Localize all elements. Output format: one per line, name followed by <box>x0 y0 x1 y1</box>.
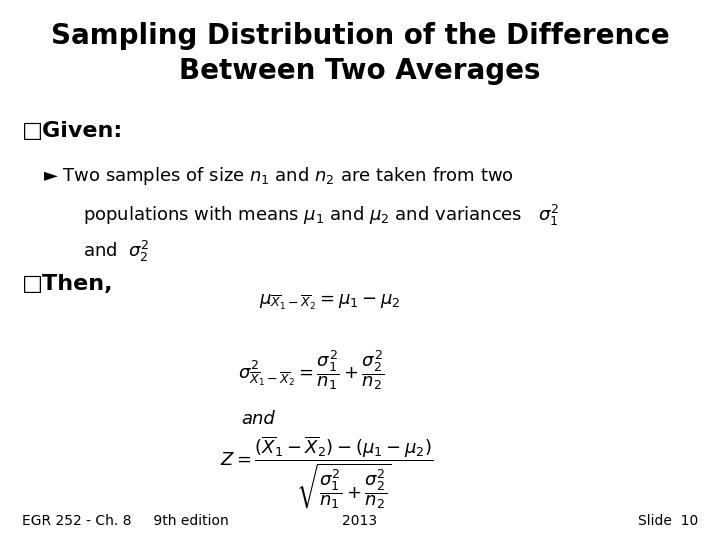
Text: □Given:: □Given: <box>22 122 123 141</box>
Text: Sampling Distribution of the Difference
Between Two Averages: Sampling Distribution of the Difference … <box>50 22 670 85</box>
Text: EGR 252 - Ch. 8     9th edition: EGR 252 - Ch. 8 9th edition <box>22 514 228 528</box>
Text: populations with means $\mu_1$ and $\mu_2$ and variances   $\sigma_1^2$: populations with means $\mu_1$ and $\mu_… <box>83 202 559 227</box>
Text: ► Two samples of size $n_1$ and $n_2$ are taken from two: ► Two samples of size $n_1$ and $n_2$ ar… <box>43 165 514 187</box>
Text: Slide  10: Slide 10 <box>638 514 698 528</box>
Text: and: and <box>241 410 275 428</box>
Text: □Then,: □Then, <box>22 274 113 294</box>
Text: $\sigma^2_{\overline{X}_1 - \overline{X}_2} = \dfrac{\sigma_1^2}{n_1} + \dfrac{\: $\sigma^2_{\overline{X}_1 - \overline{X}… <box>238 348 384 392</box>
Text: and  $\sigma_2^2$: and $\sigma_2^2$ <box>83 239 149 264</box>
Text: $\mu_{\overline{X}_1 - \overline{X}_2} = \mu_1 - \mu_2$: $\mu_{\overline{X}_1 - \overline{X}_2} =… <box>259 293 400 312</box>
Text: 2013: 2013 <box>343 514 377 528</box>
Text: $Z = \dfrac{(\overline{X}_1 - \overline{X}_2) - (\mu_1 - \mu_2)}{\sqrt{\dfrac{\s: $Z = \dfrac{(\overline{X}_1 - \overline{… <box>220 435 433 511</box>
